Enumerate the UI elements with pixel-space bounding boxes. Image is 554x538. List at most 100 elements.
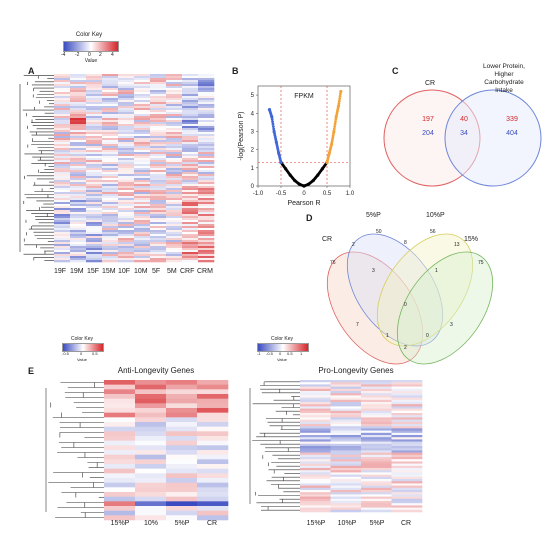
heatmap-cell [197,445,229,451]
heatmap-cell [198,146,215,149]
panel-c-letter: C [392,66,399,76]
heatmap-cell [86,132,103,135]
heatmap-cell [86,140,103,143]
y-tick-label: 2 [251,148,255,154]
heatmap-cell [300,410,331,414]
heatmap-cell [197,468,229,474]
heatmap-cell [54,218,71,221]
heatmap-cell [166,138,183,141]
heatmap-cell [102,86,119,89]
heatmap-cell [86,256,103,259]
heatmap-cell [330,439,362,442]
heatmap-cell [391,474,423,478]
heatmap-cell [182,170,199,173]
heatmap-cell [182,138,199,141]
scatter-point [275,142,279,146]
heatmap-cell [118,242,135,245]
heatmap-cell [102,164,119,167]
heatmap-cell [361,406,392,409]
heatmap-cell [197,436,229,441]
heatmap-cell [198,232,215,235]
heatmap-cell [118,234,135,237]
heatmap-cell [166,186,183,189]
heatmap-cell [300,505,331,508]
heatmap-cell [118,142,135,145]
heatmap-cell [118,252,135,255]
heatmap-cell [134,116,151,119]
heatmap-cell [150,214,167,217]
heatmap-cell [102,96,119,99]
heatmap-cell [300,404,331,407]
heatmap-cell [166,126,183,129]
heatmap-cell [150,162,167,165]
heatmap-cell [150,108,167,111]
heatmap-cell [54,210,71,213]
heatmap-cell [166,214,183,217]
heatmap-cell [166,88,183,91]
heatmap-cell [361,413,392,416]
heatmap-cell [86,260,103,263]
heatmap-cell [166,510,198,516]
heatmap-cell [54,186,71,189]
heatmap-cell [150,126,167,129]
heatmap-cell [102,124,119,127]
heatmap-cell [150,106,167,109]
heatmap-cell [86,110,103,113]
heatmap-title-pro: Pro-Longevity Genes [318,366,394,375]
heatmap-cell [182,256,199,259]
heatmap-cell [166,212,183,215]
heatmap-cell [134,246,151,249]
heatmap-cell [150,116,167,119]
col-label: CRF [180,268,195,275]
venn-d-value: 76 [330,260,336,266]
heatmap-cell [150,226,167,229]
heatmap-cell [70,236,87,239]
heatmap-cell [118,258,135,261]
venn-ellipse-5p [346,233,444,347]
heatmap-cell [166,234,183,237]
heatmap-cell [182,212,199,215]
heatmap-cell [135,473,167,479]
heatmap-cell [102,244,119,247]
heatmap-cell [150,112,167,115]
heatmap-cell [198,130,215,133]
heatmap-cell [198,142,215,145]
heatmap-cell [197,459,229,465]
heatmap-cell [104,380,136,385]
col-label: CRM [197,268,213,275]
heatmap-cell [102,92,119,95]
heatmap-cell [118,76,135,79]
heatmap-cell [135,417,167,423]
x-axis-label: Pearson R [287,200,320,207]
heatmap-cell [70,108,87,111]
heatmap-cell [70,92,87,95]
heatmap-cell [134,226,151,229]
y-tick-label: 5 [251,93,255,99]
heatmap-cell [86,144,103,147]
scatter-point [330,138,334,142]
heatmap-cell [150,210,167,213]
heatmap-cell [198,260,215,263]
heatmap-cell [54,126,71,129]
heatmap-cell [166,124,183,127]
heatmap-cell [134,108,151,111]
heatmap-cell [54,140,71,143]
col-label: 19M [70,268,84,275]
heatmap-cell [70,206,87,209]
heatmap-cell [361,446,392,449]
heatmap-a [54,74,215,263]
heatmap-cell [86,198,103,201]
heatmap-cell [134,140,151,143]
heatmap-cell [86,116,103,119]
heatmap-cell [197,487,229,493]
row-dendrogram-a [19,75,54,261]
heatmap-cell [166,384,198,390]
heatmap-cell [118,212,135,215]
heatmap-cell [118,108,135,111]
heatmap-cell [166,134,183,137]
heatmap-cell [134,214,151,217]
heatmap-cell [70,232,87,235]
heatmap-cell [102,94,119,97]
heatmap-cell [182,168,199,171]
heatmap-cell [118,94,135,97]
